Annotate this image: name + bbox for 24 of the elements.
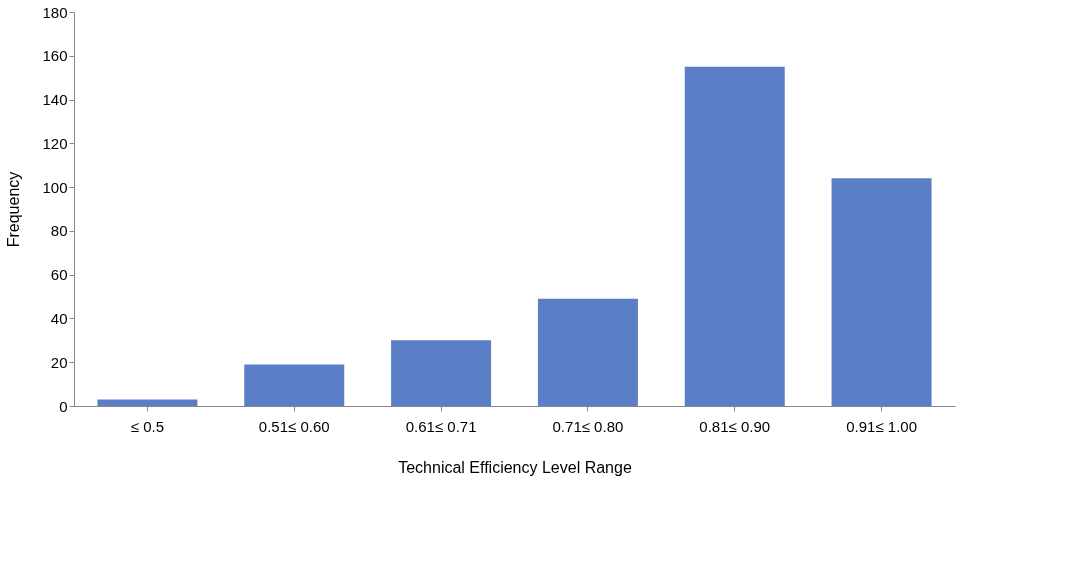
y-tick-label: 100: [42, 178, 68, 196]
bar: [391, 340, 492, 406]
x-tick-label: 0.81≤ 0.90: [699, 417, 771, 435]
y-tick-label: 80: [50, 222, 68, 240]
x-tick-label: ≤ 0.5: [130, 417, 165, 435]
y-tick-label: 40: [50, 309, 68, 327]
bar: [244, 364, 345, 406]
x-tick-label: 0.91≤ 1.00: [846, 417, 917, 435]
y-tick-label: 60: [50, 266, 68, 284]
y-tick-label: 0: [59, 397, 68, 415]
x-tick-label: 0.61≤ 0.71: [405, 417, 477, 435]
x-tick-label: 0.71≤ 0.80: [552, 417, 624, 435]
bar: [97, 399, 198, 406]
y-tick-label: 160: [42, 47, 68, 65]
x-axis-title: Technical Efficiency Level Range: [398, 458, 632, 476]
bar: [684, 66, 785, 406]
y-tick-label: 20: [50, 353, 68, 371]
x-tick-label: 0.51≤ 0.60: [258, 417, 330, 435]
bar: [831, 178, 932, 406]
bar: [537, 298, 638, 406]
y-tick-label: 180: [42, 3, 68, 21]
y-tick-label: 120: [42, 134, 68, 152]
y-axis-title: Frequency: [5, 171, 23, 248]
y-tick-label: 140: [42, 91, 68, 109]
